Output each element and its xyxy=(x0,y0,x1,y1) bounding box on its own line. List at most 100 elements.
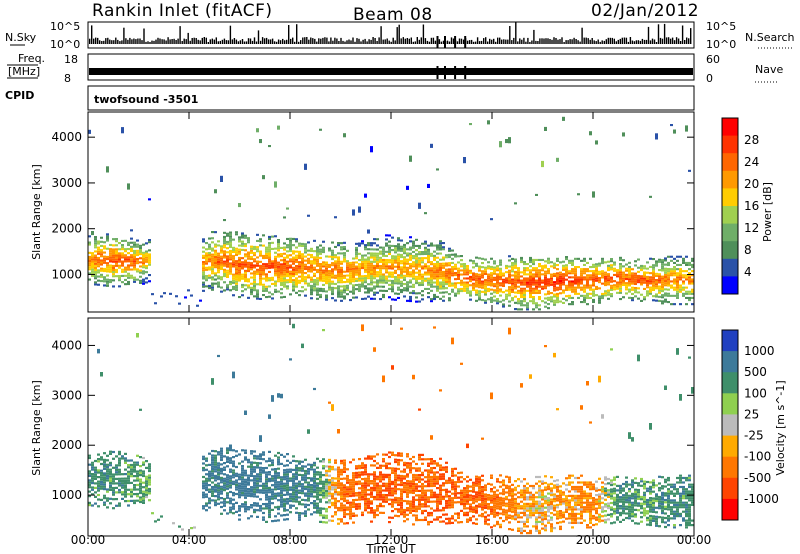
rti-cell xyxy=(121,491,124,494)
rti-cell xyxy=(676,288,679,291)
rti-cell xyxy=(268,515,271,519)
rti-cell xyxy=(430,283,433,286)
rti-cell xyxy=(262,263,265,266)
rti-cell xyxy=(280,288,283,291)
rti-cell xyxy=(352,478,355,481)
rti-cell xyxy=(688,282,691,285)
rti-cell xyxy=(556,301,559,304)
rti-cell xyxy=(559,286,562,289)
rti-cell xyxy=(385,259,388,262)
rti-cell xyxy=(340,504,343,507)
rti-cell xyxy=(409,295,412,298)
rti-cell xyxy=(361,493,364,496)
rti-cell xyxy=(130,499,133,502)
rti-cell xyxy=(430,267,433,270)
rti-cell xyxy=(223,504,226,507)
rti-cell xyxy=(406,473,409,476)
rti-cell xyxy=(418,467,421,470)
rti-cell xyxy=(316,509,319,512)
rti-cell xyxy=(397,499,400,502)
rti-cell xyxy=(610,295,613,298)
rti-cell xyxy=(115,252,118,255)
rti-cell xyxy=(394,458,397,461)
rti-cell xyxy=(394,467,397,470)
rti-cell xyxy=(106,247,109,250)
rti-cell xyxy=(133,251,136,254)
rti-cell xyxy=(385,275,388,278)
rti-cell xyxy=(538,296,541,299)
rti-cell xyxy=(538,271,541,274)
rti-cell xyxy=(331,501,334,504)
rti-cell xyxy=(220,263,223,266)
rti-cell xyxy=(517,267,520,270)
rti-cell xyxy=(484,266,487,269)
rti-cell xyxy=(319,500,322,503)
rti-cell xyxy=(202,457,205,461)
rti-cell xyxy=(343,289,346,292)
rti-cell xyxy=(88,474,91,477)
nsky-bar xyxy=(390,41,392,44)
rti-cell xyxy=(553,287,556,290)
rti-cell xyxy=(238,256,241,259)
rti-cell xyxy=(202,482,205,485)
rti-cell xyxy=(208,268,211,271)
rti-cell xyxy=(121,270,124,273)
rti-cell xyxy=(322,279,325,282)
rti-cell xyxy=(679,270,682,273)
rti-cell xyxy=(91,466,94,469)
rti-cell xyxy=(373,256,376,259)
rti-cell xyxy=(235,483,238,487)
rti-cell xyxy=(421,462,424,465)
rti-cell xyxy=(190,527,193,530)
rti-cell xyxy=(571,303,574,306)
rti-cell xyxy=(193,526,196,529)
rti-cell xyxy=(295,469,298,472)
rti-cell xyxy=(238,507,241,510)
rti-cell xyxy=(217,475,220,478)
rti-cell xyxy=(355,492,358,495)
rti-cell xyxy=(523,261,526,264)
rti-cell xyxy=(352,271,355,274)
rti-cell xyxy=(343,256,346,259)
nsky-bar xyxy=(103,40,105,44)
rti-cell xyxy=(121,482,124,485)
rti-cell xyxy=(277,476,280,479)
rti-cell xyxy=(355,267,358,270)
rti-cell xyxy=(139,279,142,282)
rti-cell xyxy=(307,429,310,434)
rti-cell xyxy=(265,267,268,270)
rti-cell xyxy=(532,263,535,266)
rti-cell xyxy=(421,273,424,276)
rti-cell xyxy=(493,270,496,273)
rti-cell xyxy=(415,507,418,510)
rti-cell xyxy=(139,265,142,268)
rti-cell xyxy=(244,487,247,490)
rti-cell xyxy=(400,245,403,248)
rti-cell xyxy=(553,283,556,286)
rti-cell xyxy=(277,492,280,495)
rti-cell xyxy=(289,486,292,489)
rti-cell xyxy=(106,454,109,457)
rti-cell xyxy=(130,229,133,232)
rti-cell xyxy=(535,273,538,276)
rti-cell xyxy=(280,283,283,286)
rti-cell xyxy=(538,275,541,278)
rti-cell xyxy=(667,284,670,287)
rti-cell xyxy=(448,284,451,287)
rti-cell xyxy=(238,273,241,276)
rti-cell xyxy=(310,513,313,516)
rti-cell xyxy=(580,280,583,283)
rti-cell xyxy=(640,277,643,280)
rti-cell xyxy=(268,477,271,480)
rti-cell xyxy=(214,474,217,477)
rti-cell xyxy=(391,290,394,293)
rti-cell xyxy=(325,521,328,524)
rti-cell xyxy=(226,271,229,274)
rti-cell xyxy=(88,483,91,486)
rti-cell xyxy=(313,258,316,261)
rti-cell xyxy=(364,297,367,300)
rti-cell xyxy=(562,297,565,300)
rti-cell xyxy=(403,262,406,265)
colorbar-segment xyxy=(722,258,738,277)
rti-cell xyxy=(238,279,241,282)
